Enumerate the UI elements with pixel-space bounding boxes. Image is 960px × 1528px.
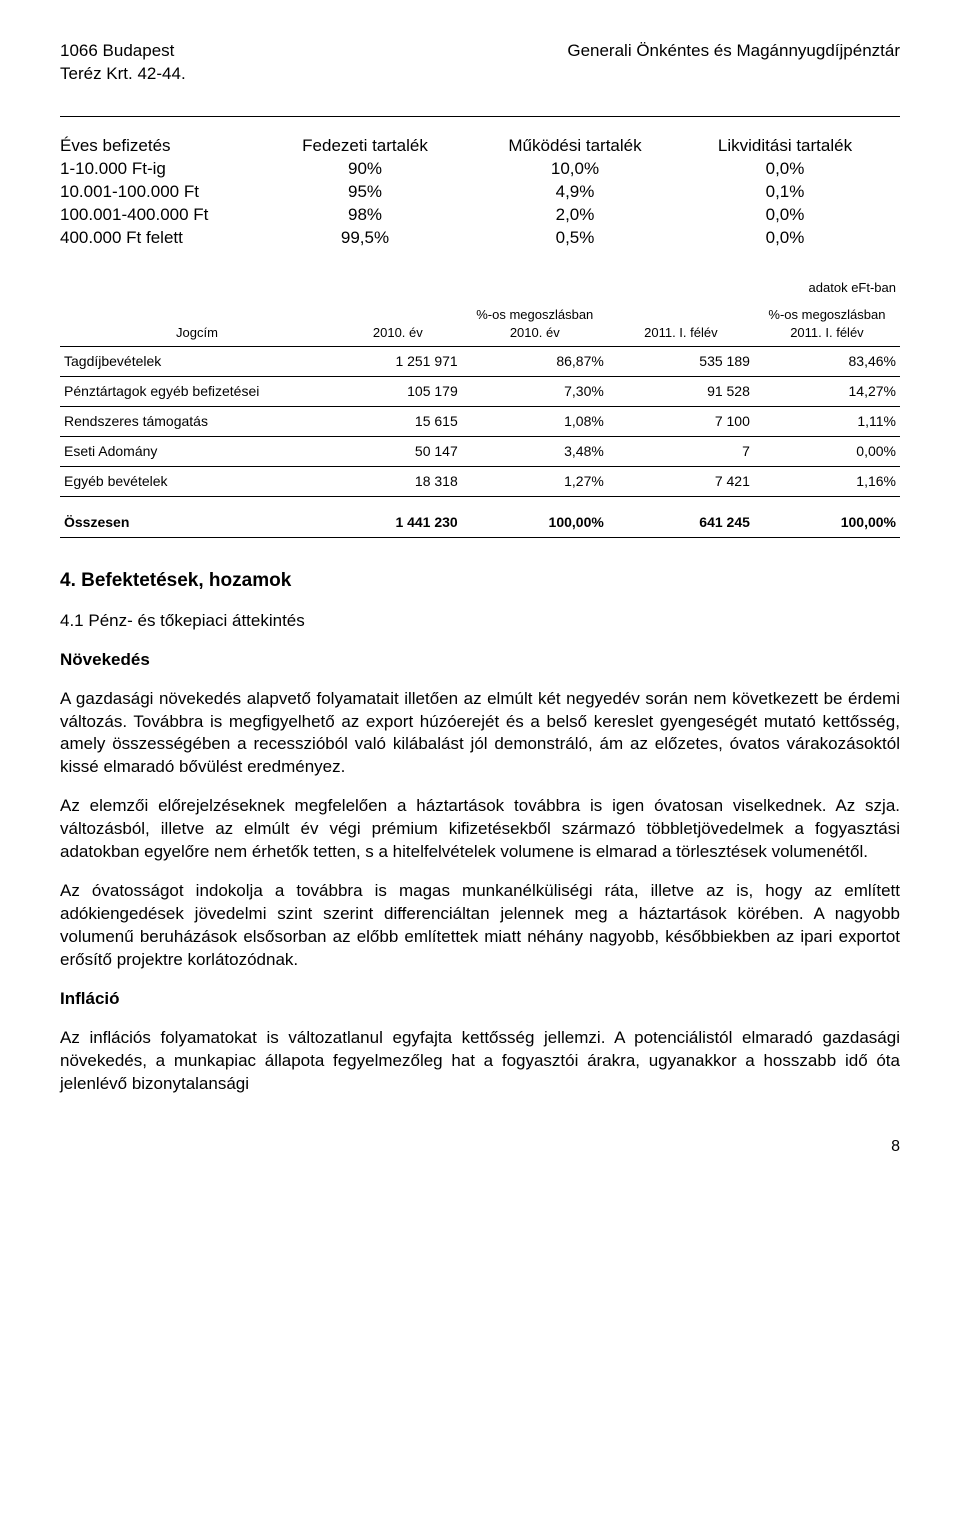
table-sum-row: Összesen 1 441 230 100,00% 641 245 100,0… [60,508,900,537]
row-c: 7 100 [608,406,754,436]
table-row: Rendszeres támogatás15 6151,08%7 1001,11… [60,406,900,436]
row-c: 91 528 [608,377,754,407]
row-a: 18 318 [334,466,462,496]
row-a: 105 179 [334,377,462,407]
tiers-row: 10.001-100.000 Ft95%4,9%0,1% [60,181,900,204]
table-row: Egyéb bevételek18 3181,27%7 4211,16% [60,466,900,496]
tiers-label: 10.001-100.000 Ft [60,181,260,204]
row-a: 1 251 971 [334,347,462,377]
sum-b: 100,00% [462,508,608,537]
tiers-c1: 95% [260,181,470,204]
table-row: Eseti Adomány50 1473,48%70,00% [60,436,900,466]
row-label: Egyéb bevételek [60,466,334,496]
row-b: 86,87% [462,347,608,377]
header-divider [60,116,900,117]
row-b: 1,08% [462,406,608,436]
section-4-1-title: 4.1 Pénz- és tőkepiaci áttekintés [60,610,900,633]
row-b: 7,30% [462,377,608,407]
tiers-c1: 98% [260,204,470,227]
tiers-section: Éves befizetés Fedezeti tartalék Működés… [60,135,900,250]
row-d: 14,27% [754,377,900,407]
row-a: 50 147 [334,436,462,466]
row-c: 7 421 [608,466,754,496]
adatok-label: adatok eFt-ban [754,274,900,302]
th-jogcim: Jogcím [60,301,334,347]
tiers-c2: 2,0% [470,204,680,227]
row-a: 15 615 [334,406,462,436]
tiers-header-2: Fedezeti tartalék [260,135,470,158]
sum-d: 100,00% [754,508,900,537]
paragraph-2: Az óvatosságot indokolja a továbbra is m… [60,880,900,972]
tiers-c2: 4,9% [470,181,680,204]
th-pct2010: %-os megoszlásban 2010. év [462,301,608,347]
tiers-header-1: Éves befizetés [60,135,260,158]
tiers-c3: 0,0% [680,204,890,227]
row-d: 0,00% [754,436,900,466]
tiers-row: 1-10.000 Ft-ig90%10,0%0,0% [60,158,900,181]
tiers-row: 100.001-400.000 Ft98%2,0%0,0% [60,204,900,227]
tiers-label: 1-10.000 Ft-ig [60,158,260,181]
tiers-c1: 99,5% [260,227,470,250]
address-line-1: 1066 Budapest [60,40,186,63]
row-b: 3,48% [462,436,608,466]
th-2010ev: 2010. év [334,301,462,347]
paragraph-1b: Az elemzői előrejelzéseknek megfelelően … [60,795,900,864]
header-org: Generali Önkéntes és Magánnyugdíjpénztár [567,40,900,86]
sum-a: 1 441 230 [334,508,462,537]
row-c: 7 [608,436,754,466]
row-label: Pénztártagok egyéb befizetései [60,377,334,407]
header-address: 1066 Budapest Teréz Krt. 42-44. [60,40,186,86]
sum-label: Összesen [60,508,334,537]
body-text: Növekedés A gazdasági növekedés alapvető… [60,649,900,1096]
row-d: 83,46% [754,347,900,377]
th-pct2011: %-os megoszlásban 2011. I. félév [754,301,900,347]
row-label: Tagdíjbevételek [60,347,334,377]
tiers-c3: 0,1% [680,181,890,204]
tiers-header-row: Éves befizetés Fedezeti tartalék Működés… [60,135,900,158]
tiers-row: 400.000 Ft felett99,5%0,5%0,0% [60,227,900,250]
novekedes-heading: Növekedés [60,649,900,672]
row-b: 1,27% [462,466,608,496]
tiers-header-3: Működési tartalék [470,135,680,158]
table-row: Pénztártagok egyéb befizetései105 1797,3… [60,377,900,407]
section-4-title: 4. Befektetések, hozamok [60,568,900,594]
row-d: 1,16% [754,466,900,496]
inflacio-heading: Infláció [60,988,900,1011]
page-number: 8 [60,1136,900,1158]
tiers-c2: 0,5% [470,227,680,250]
table-row: Tagdíjbevételek1 251 97186,87%535 18983,… [60,347,900,377]
tiers-c3: 0,0% [680,227,890,250]
tiers-c3: 0,0% [680,158,890,181]
row-d: 1,11% [754,406,900,436]
th-2011felev: 2011. I. félév [608,301,754,347]
address-line-2: Teréz Krt. 42-44. [60,63,186,86]
paragraph-1: A gazdasági növekedés alapvető folyamata… [60,688,900,780]
paragraph-3: Az inflációs folyamatokat is változatlan… [60,1027,900,1096]
tiers-c1: 90% [260,158,470,181]
tiers-header-4: Likviditási tartalék [680,135,890,158]
revenue-table: adatok eFt-ban Jogcím 2010. év %-os mego… [60,274,900,538]
sum-c: 641 245 [608,508,754,537]
table-header-row: Jogcím 2010. év %-os megoszlásban 2010. … [60,301,900,347]
tiers-label: 400.000 Ft felett [60,227,260,250]
adatok-row: adatok eFt-ban [60,274,900,302]
row-label: Eseti Adomány [60,436,334,466]
tiers-c2: 10,0% [470,158,680,181]
row-label: Rendszeres támogatás [60,406,334,436]
row-c: 535 189 [608,347,754,377]
tiers-label: 100.001-400.000 Ft [60,204,260,227]
page-header: 1066 Budapest Teréz Krt. 42-44. Generali… [60,40,900,86]
